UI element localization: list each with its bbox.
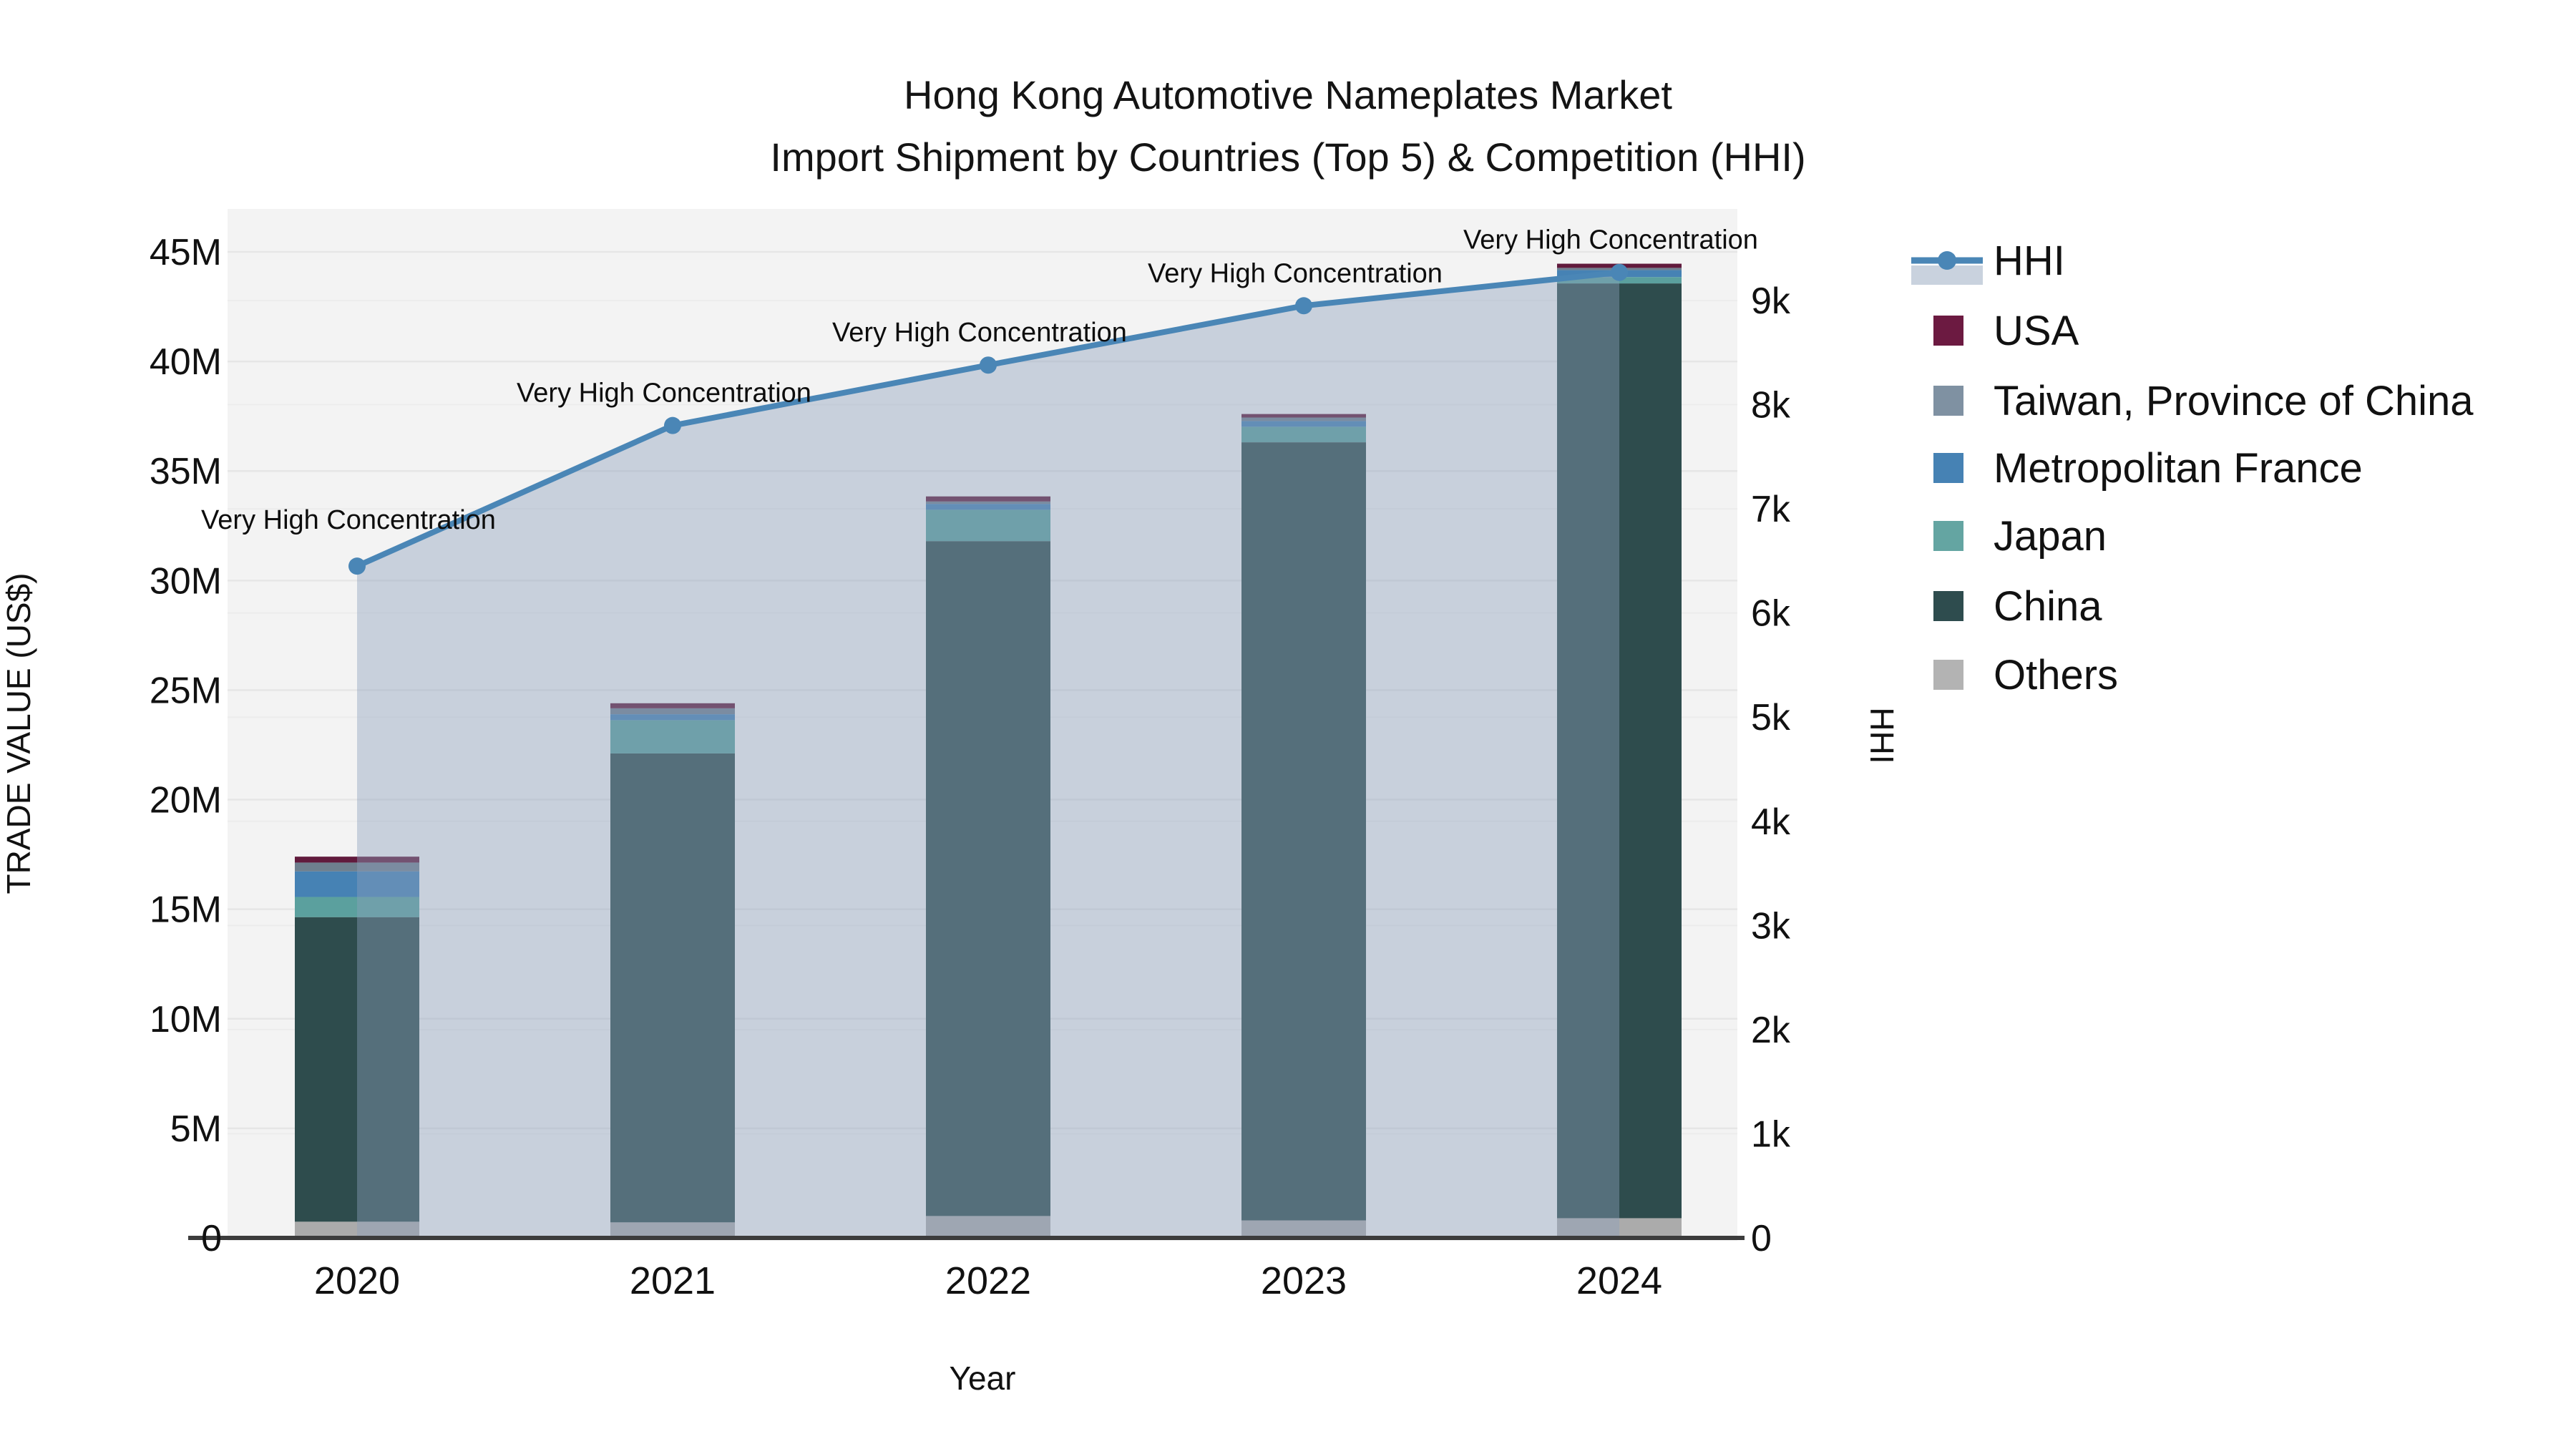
legend-item-japan[interactable]: Japan [1933,513,2107,560]
x-tick-2024: 2024 [1576,1259,1662,1302]
legend-label-hhi: HHI [1994,238,2065,284]
legend-label-japan: Japan [1994,513,2107,560]
left-tick-35M: 35M [150,451,222,492]
left-tick-10M: 10M [150,999,222,1040]
chart-title-line2: Import Shipment by Countries (Top 5) & C… [770,135,1805,180]
bar-segment-2024-china [1557,283,1682,1219]
bar-segment-2022-metropolitan-france [926,504,1050,510]
right-tick-6k: 6k [1751,593,1791,635]
usa-swatch [1933,316,1963,346]
bar-segment-2023-metropolitan-france [1241,421,1366,427]
bar-segment-2020-japan [295,897,419,917]
bar-segment-2024-others [1557,1218,1682,1238]
legend-label-taiwan: Taiwan, Province of China [1994,378,2474,424]
bar-segment-2020-usa [295,857,419,863]
hhi-marker-2022 [980,356,997,374]
annotation-2024: Very High Concentration [1463,225,1758,255]
others-swatch [1933,660,1963,690]
legend-label-usa: USA [1994,308,2079,354]
legend-item-taiwan[interactable]: Taiwan, Province of China [1933,378,2474,424]
taiwan-swatch [1933,386,1963,416]
bar-segment-2023-taiwan-province-of-china [1241,417,1366,421]
france-swatch [1933,453,1963,483]
right-tick-8k: 8k [1751,385,1791,426]
plot-area: 45M 40M 35M 30M 25M 20M 15M 10M 5M 0 9k 8k 7k 6k 5k 4k 3… [150,209,1791,1302]
hhi-area [357,272,1619,1239]
legend-item-usa[interactable]: USA [1933,308,2079,354]
legend-item-china[interactable]: China [1933,583,2102,630]
x-tick-2023: 2023 [1261,1259,1347,1302]
legend: HHI USA Taiwan, Province of China Metrop… [1911,238,2474,698]
hhi-marker-swatch [1938,251,1956,270]
left-axis-title: TRADE VALUE (US$) [0,572,37,894]
bar-segment-2022-china [926,541,1050,1216]
bar-segment-2022-usa [926,496,1050,502]
right-tick-9k: 9k [1751,280,1791,322]
x-tick-2021: 2021 [630,1259,716,1302]
bar-segment-2022-others [926,1216,1050,1238]
bar-segment-2021-usa [610,703,735,708]
right-tick-1k: 1k [1751,1113,1791,1155]
right-tick-5k: 5k [1751,697,1791,738]
bar-segment-2020-china [295,917,419,1222]
bar-segment-2023-japan [1241,426,1366,443]
annotation-2020: Very High Concentration [201,505,496,535]
bar-segment-2021-japan [610,720,735,753]
right-tick-4k: 4k [1751,801,1791,843]
bar-segment-2021-metropolitan-france [610,714,735,721]
bar-segment-2021-taiwan-province-of-china [610,708,735,715]
left-tick-25M: 25M [150,670,222,711]
left-tick-0: 0 [201,1218,222,1259]
left-tick-45M: 45M [150,232,222,273]
annotation-2021: Very High Concentration [517,379,811,409]
x-tick-2022: 2022 [945,1259,1031,1302]
chart-title-line1: Hong Kong Automotive Nameplates Market [904,72,1672,117]
bar-segment-2022-taiwan-province-of-china [926,501,1050,504]
hhi-marker-2021 [664,416,681,434]
x-tick-2020: 2020 [314,1259,400,1302]
china-swatch [1933,591,1963,621]
bar-segment-2021-china [610,753,735,1223]
japan-swatch [1933,521,1963,551]
x-axis-line [188,1236,1745,1240]
left-tick-40M: 40M [150,341,222,383]
left-tick-30M: 30M [150,560,222,602]
left-tick-20M: 20M [150,780,222,821]
right-tick-0: 0 [1751,1218,1772,1259]
legend-item-others[interactable]: Others [1933,652,2118,698]
left-tick-15M: 15M [150,889,222,931]
bar-segment-2023-others [1241,1220,1366,1238]
bar-segment-2022-japan [926,509,1050,542]
right-tick-7k: 7k [1751,489,1791,530]
annotation-2022: Very High Concentration [832,318,1127,348]
annotation-2023: Very High Concentration [1148,258,1443,288]
legend-label-others: Others [1994,652,2118,698]
hhi-marker-2020 [348,557,366,575]
left-tick-5M: 5M [170,1108,222,1150]
hhi-marker-2023 [1295,297,1312,315]
bar-segment-2023-china [1241,442,1366,1221]
bar-segment-2021-others [610,1222,735,1238]
hhi-marker-2024 [1611,263,1628,281]
right-tick-2k: 2k [1751,1010,1791,1051]
legend-item-hhi[interactable]: HHI [1911,238,2065,285]
x-axis-title: Year [950,1360,1016,1397]
legend-item-france[interactable]: Metropolitan France [1933,445,2363,492]
bar-segment-2020-taiwan-province-of-china [295,862,419,872]
right-axis-title: HHI [1863,707,1901,763]
bar-segment-2023-usa [1241,414,1366,418]
right-tick-3k: 3k [1751,905,1791,947]
bar-segment-2020-others [295,1221,419,1238]
legend-label-france: Metropolitan France [1994,445,2363,492]
legend-label-china: China [1994,583,2102,630]
bar-segment-2020-metropolitan-france [295,871,419,897]
